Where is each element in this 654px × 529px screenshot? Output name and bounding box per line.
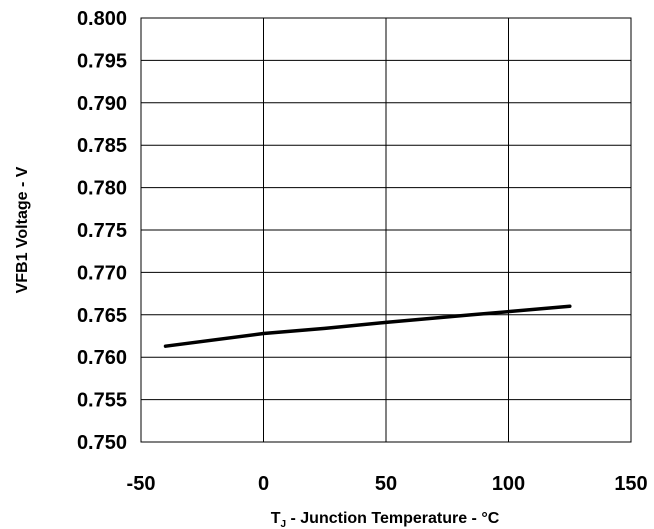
y-tick-label: 0.755: [77, 390, 127, 412]
x-axis-label-rest: - Junction Temperature - °C: [286, 510, 500, 527]
y-tick-label: 0.765: [77, 305, 127, 327]
x-tick-label: 150: [614, 473, 647, 495]
x-tick-label: 50: [375, 473, 397, 495]
y-tick-label: 0.780: [77, 178, 127, 200]
x-tick-labels: -50 0 50 100 150: [127, 473, 648, 495]
plot-area: [140, 17, 632, 443]
x-axis-label: TJ - Junction Temperature - °C: [271, 510, 500, 529]
y-tick-label: 0.800: [77, 8, 127, 30]
y-tick-label: 0.775: [77, 220, 127, 242]
x-tick-label: 0: [258, 473, 269, 495]
x-tick-label: -50: [127, 473, 156, 495]
y-tick-label: 0.760: [77, 347, 127, 369]
x-axis-label-main: T: [271, 510, 281, 527]
y-tick-label: 0.770: [77, 262, 127, 284]
y-tick-label: 0.785: [77, 135, 127, 157]
x-axis-label-subscript: J: [280, 519, 286, 529]
grid-lines: [140, 17, 632, 443]
y-tick-labels: 0.750 0.755 0.760 0.765 0.770 0.775 0.780 0.785…: [77, 8, 127, 454]
x-tick-label: 100: [492, 473, 525, 495]
y-tick-label: 0.795: [77, 50, 127, 72]
y-axis-label: VFB1 Voltage - V: [14, 166, 31, 293]
series-layer: [163, 304, 572, 348]
series-line: [163, 304, 572, 348]
y-tick-label: 0.750: [77, 432, 127, 454]
y-tick-label: 0.790: [77, 93, 127, 115]
